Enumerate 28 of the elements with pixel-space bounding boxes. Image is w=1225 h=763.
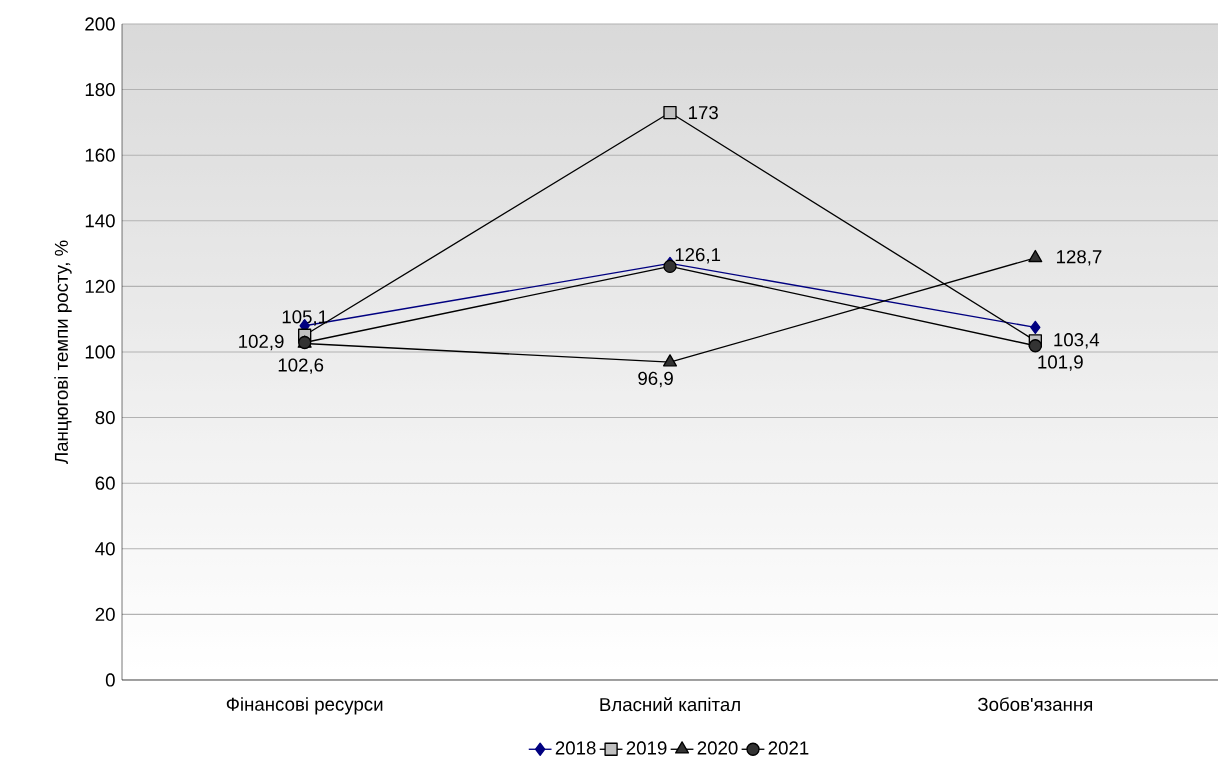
y-tick-label: 120 — [85, 280, 115, 294]
y-tick-label: 100 — [85, 345, 115, 359]
x-tick-label: Фінансові ресурси — [226, 697, 383, 715]
y-tick-label: 40 — [95, 542, 115, 556]
legend-label: 2019 — [626, 741, 667, 755]
y-tick-label: 60 — [95, 476, 115, 491]
y-tick-label: 80 — [95, 411, 115, 425]
data-label: 173 — [689, 106, 718, 120]
legend-label: 2021 — [768, 741, 809, 755]
data-label: 103,4 — [1054, 333, 1100, 349]
legend-label: 2018 — [555, 741, 596, 755]
data-label: 102,6 — [278, 358, 324, 375]
x-tick-label: Зобов'язання — [977, 697, 1093, 712]
y-tick-label: 180 — [85, 83, 115, 97]
data-label: 126,1 — [675, 248, 721, 264]
x-tick-label: Власний капітал — [600, 697, 740, 712]
data-label: 101,9 — [1038, 355, 1083, 372]
y-tick-label: 20 — [95, 608, 115, 622]
y-tick-label: 160 — [85, 148, 115, 163]
y-axis-title: Ланцюгові темпи росту, % — [54, 240, 72, 465]
y-tick-label: 0 — [105, 673, 115, 687]
y-tick-label: 140 — [85, 214, 115, 228]
data-label: 128,7 — [1057, 250, 1102, 266]
y-tick-label: 200 — [85, 17, 115, 31]
legend-label: 2020 — [697, 741, 738, 755]
data-label: 96,9 — [638, 371, 673, 388]
data-label: 105,1 — [282, 310, 328, 326]
data-label: 102,9 — [239, 334, 284, 351]
